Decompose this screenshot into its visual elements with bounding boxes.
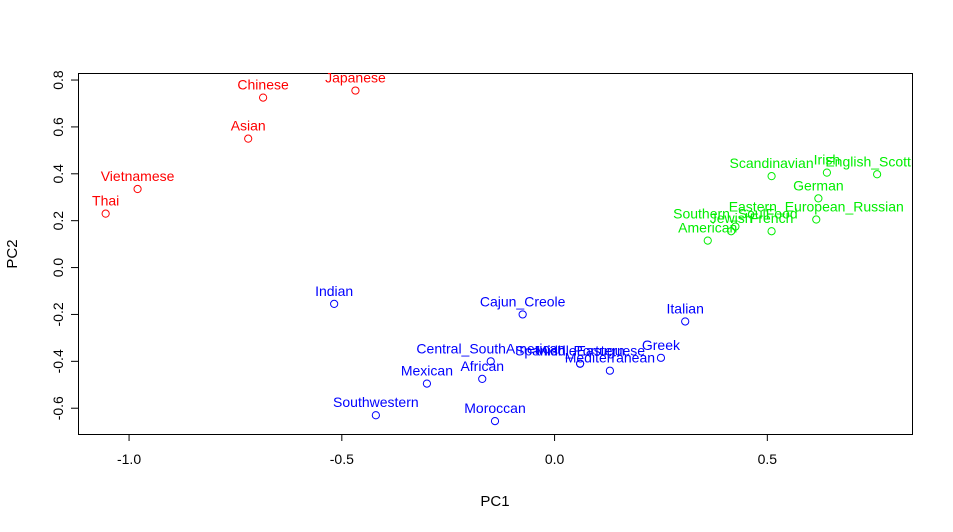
point-label: MiddleEastern <box>535 343 625 359</box>
y-tick-label: -0.4 <box>50 349 66 373</box>
point-label: Vietnamese <box>101 168 175 184</box>
point-label: Scandinavian <box>730 155 814 171</box>
data-point <box>351 86 360 95</box>
data-point <box>478 374 487 384</box>
data-points: Chinese Japanese Asian Vietnamese Thai Scandi… <box>92 70 929 426</box>
data-point <box>731 222 740 231</box>
point-label: Moroccan <box>464 400 525 416</box>
point-label: Asian <box>231 118 266 134</box>
point-label: Jewish <box>710 210 753 226</box>
point-label: Indian <box>315 283 353 299</box>
data-point <box>681 317 690 326</box>
x-tick-label: 0.5 <box>758 451 778 467</box>
data-point <box>422 379 432 388</box>
data-point <box>518 310 527 319</box>
y-axis: -0.6 -0.4 -0.2 0.0 0.2 0.4 0.6 0.8 <box>50 70 79 420</box>
data-point <box>727 227 736 236</box>
data-point <box>873 170 882 179</box>
y-tick-label: -0.6 <box>50 396 66 420</box>
point-label: Japanese <box>325 70 386 86</box>
point-label: Spanish_Portuguese <box>515 343 645 359</box>
data-point <box>812 215 821 224</box>
point-label: Eastern_European_Russian <box>729 199 904 215</box>
data-point <box>244 134 253 143</box>
point-label: Irish <box>814 152 840 168</box>
plot-frame <box>78 73 913 435</box>
y-tick-label: 0.8 <box>50 70 66 90</box>
data-point <box>822 168 831 177</box>
data-point <box>133 184 142 194</box>
point-label: Southwestern <box>333 394 419 410</box>
data-point <box>258 93 268 102</box>
y-tick-label: 0.6 <box>50 117 66 137</box>
data-point <box>330 299 339 308</box>
x-tick-label: -0.5 <box>330 451 354 467</box>
point-label: American <box>678 220 737 236</box>
point-label: Chinese <box>237 77 289 93</box>
y-tick-label: -0.2 <box>50 302 66 326</box>
data-point <box>371 411 380 420</box>
x-tick-label: 0.0 <box>545 451 565 467</box>
point-label: Mediterranean <box>565 350 655 366</box>
y-axis-title: PC2 <box>4 239 21 268</box>
point-label: Mexican <box>401 363 453 379</box>
data-point <box>490 417 500 426</box>
data-point <box>814 194 823 203</box>
data-point <box>101 209 110 218</box>
point-label: Southern_SoulFood <box>673 206 798 222</box>
data-point <box>767 227 776 236</box>
data-point <box>703 236 712 245</box>
data-point <box>605 366 614 375</box>
x-axis: -1.0 -0.5 0.0 0.5 <box>117 434 777 467</box>
point-label: Cajun_Creole <box>480 293 566 309</box>
data-point <box>767 172 776 181</box>
point-label: Thai <box>92 193 119 209</box>
point-label: French <box>750 210 794 226</box>
y-tick-label: 0.4 <box>50 164 66 184</box>
y-tick-label: 0.0 <box>50 258 66 278</box>
data-point <box>576 359 585 368</box>
y-tick-label: 0.2 <box>50 211 66 231</box>
point-label: Greek <box>642 337 681 353</box>
point-label: English_Scottish <box>825 153 929 169</box>
data-point <box>656 353 666 362</box>
x-axis-title: PC1 <box>480 493 509 510</box>
point-label: German <box>793 177 844 193</box>
point-label: Central_SouthAmerican <box>416 340 565 356</box>
point-label: Italian <box>667 300 704 316</box>
x-tick-label: -1.0 <box>117 451 141 467</box>
point-label: African <box>460 358 504 374</box>
data-point <box>486 357 495 366</box>
